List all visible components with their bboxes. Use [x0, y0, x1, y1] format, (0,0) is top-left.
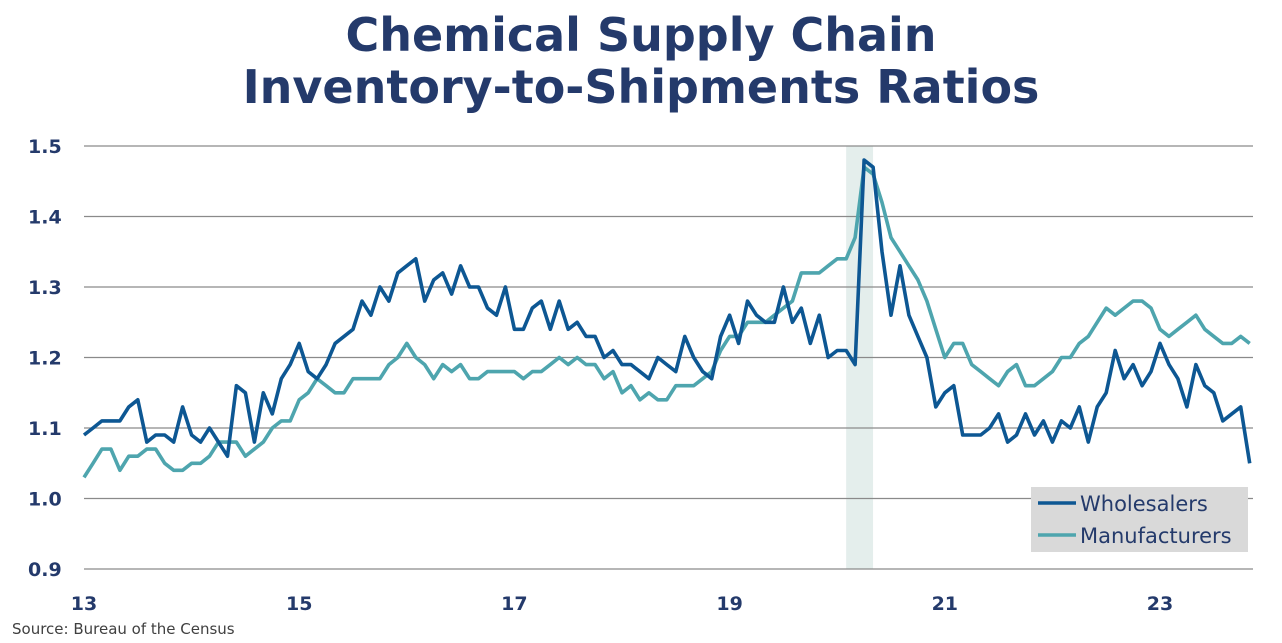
chart-title: Chemical Supply Chain: [345, 8, 937, 62]
y-tick-label: 0.9: [28, 559, 62, 581]
y-tick-label: 1.1: [28, 418, 62, 440]
series-line-manufacturers: [82, 165, 1251, 479]
x-tick-label: 15: [286, 593, 312, 615]
legend-label: Manufacturers: [1080, 524, 1232, 548]
series-line-wholesalers: [82, 158, 1252, 464]
y-tick-label: 1.0: [28, 489, 62, 511]
y-tick-label: 1.3: [28, 277, 62, 299]
y-tick-label: 1.2: [28, 348, 62, 370]
chart-subtitle: Inventory-to-Shipments Ratios: [242, 60, 1040, 114]
source-note: Source: Bureau of the Census: [12, 620, 235, 638]
x-tick-label: 17: [501, 593, 527, 615]
legend-label: Wholesalers: [1080, 492, 1208, 516]
x-tick-label: 21: [932, 593, 958, 615]
x-tick-label: 13: [71, 593, 97, 615]
y-tick-label: 1.5: [28, 136, 62, 158]
y-tick-label: 1.4: [28, 207, 62, 229]
legend-box: [1031, 487, 1248, 552]
x-tick-label: 23: [1147, 593, 1173, 615]
x-tick-label: 19: [716, 593, 742, 615]
